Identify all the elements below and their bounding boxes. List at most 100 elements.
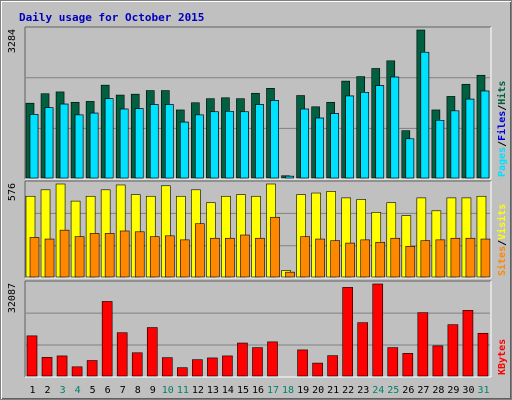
- visits-panel-max-label: 576: [7, 183, 18, 201]
- x-tick-day-27: 27: [417, 385, 429, 396]
- bar-kbytes-day-31: [477, 332, 489, 377]
- bar-sites-day-1: [29, 237, 40, 278]
- bar-sites-day-30: [465, 237, 476, 278]
- bar-sites-day-13: [210, 237, 220, 278]
- bar-kbytes-day-23: [357, 322, 369, 377]
- bar-sites-day-28: [435, 239, 446, 278]
- x-tick-day-28: 28: [432, 385, 444, 396]
- x-tick-day-6: 6: [105, 385, 111, 396]
- bar-sites-day-7: [119, 230, 130, 278]
- bar-sites-day-21: [330, 240, 340, 278]
- visits-panel-legend: Sites/Visits: [496, 204, 508, 276]
- bar-kbytes-day-2: [41, 357, 53, 377]
- x-tick-day-4: 4: [75, 385, 81, 396]
- visits-panel-legend-part-2: Visits: [496, 204, 508, 240]
- bar-pages-day-21: [330, 113, 339, 179]
- bar-sites-day-18: [285, 271, 295, 278]
- kbytes-panel-legend: KBytes: [497, 339, 508, 375]
- x-tick-day-7: 7: [120, 385, 126, 396]
- bar-sites-day-9: [149, 236, 160, 278]
- bar-kbytes-day-15: [237, 342, 248, 377]
- bar-kbytes-day-24: [372, 283, 384, 377]
- bar-sites-day-5: [89, 233, 100, 278]
- x-tick-day-24: 24: [372, 385, 384, 396]
- x-tick-day-23: 23: [357, 385, 369, 396]
- x-tick-day-5: 5: [90, 385, 96, 396]
- bar-sites-day-12: [195, 223, 205, 278]
- bar-pages-day-31: [480, 90, 490, 179]
- visits-panel-legend-part-1: /: [497, 240, 508, 246]
- x-tick-day-17: 17: [267, 385, 279, 396]
- bar-kbytes-day-30: [462, 310, 474, 377]
- bar-pages-day-13: [210, 111, 219, 179]
- bar-sites-day-22: [345, 242, 355, 278]
- visits-panel-legend-part-0: Sites: [496, 246, 508, 276]
- hits-panel-legend-part-1: /: [497, 141, 508, 147]
- bar-pages-day-5: [89, 112, 99, 179]
- bar-sites-day-19: [300, 236, 310, 278]
- bar-sites-day-27: [420, 240, 431, 278]
- bar-pages-day-12: [195, 114, 204, 179]
- x-tick-day-1: 1: [30, 385, 36, 396]
- bar-pages-day-23: [360, 92, 370, 179]
- x-tick-day-10: 10: [162, 385, 174, 396]
- x-tick-day-18: 18: [282, 385, 294, 396]
- bar-kbytes-day-11: [177, 367, 188, 377]
- x-tick-day-2: 2: [45, 385, 51, 396]
- bar-pages-day-20: [315, 117, 324, 179]
- bar-kbytes-day-14: [222, 355, 233, 377]
- bar-kbytes-day-12: [192, 359, 203, 377]
- bar-pages-day-22: [345, 95, 354, 179]
- bar-kbytes-day-9: [146, 327, 158, 377]
- bar-pages-day-26: [405, 138, 415, 179]
- bar-sites-day-31: [480, 238, 491, 278]
- x-tick-day-13: 13: [207, 385, 219, 396]
- bar-kbytes-day-16: [252, 347, 263, 377]
- kbytes-panel-legend-part-0: KBytes: [497, 339, 508, 375]
- bar-pages-day-19: [300, 108, 309, 179]
- x-tick-day-26: 26: [402, 385, 414, 396]
- chart-panels: 3284Pages/Files/Hits576Sites/Visits32087…: [7, 26, 508, 396]
- bar-kbytes-day-5: [86, 360, 98, 377]
- bar-pages-day-16: [255, 104, 264, 179]
- bar-pages-day-25: [390, 76, 400, 179]
- x-tick-day-9: 9: [150, 385, 156, 396]
- bar-kbytes-day-4: [71, 366, 83, 377]
- bar-sites-day-4: [74, 236, 85, 278]
- bar-sites-day-24: [375, 241, 386, 278]
- bar-sites-day-3: [59, 229, 70, 278]
- x-tick-day-30: 30: [462, 385, 474, 396]
- bar-pages-day-3: [59, 103, 69, 179]
- x-tick-day-29: 29: [447, 385, 459, 396]
- bar-sites-day-17: [270, 216, 280, 278]
- bar-pages-day-8: [134, 108, 144, 179]
- bar-sites-day-23: [360, 239, 371, 278]
- bar-kbytes-day-1: [26, 335, 38, 377]
- bar-kbytes-day-7: [116, 332, 128, 377]
- bar-sites-day-8: [134, 231, 145, 278]
- bar-pages-day-4: [74, 114, 84, 179]
- x-tick-day-19: 19: [297, 385, 309, 396]
- bar-kbytes-day-19: [297, 349, 308, 377]
- x-tick-day-21: 21: [327, 385, 339, 396]
- bar-kbytes-day-22: [342, 287, 353, 377]
- bar-pages-day-15: [240, 111, 249, 179]
- bar-pages-day-11: [180, 121, 189, 179]
- bar-sites-day-6: [104, 233, 115, 278]
- x-tick-day-22: 22: [342, 385, 354, 396]
- bar-pages-day-1: [29, 114, 39, 179]
- bar-pages-day-24: [375, 85, 385, 179]
- bar-pages-day-2: [44, 107, 54, 179]
- bar-kbytes-day-10: [161, 357, 173, 377]
- bar-sites-day-29: [450, 237, 461, 278]
- bar-kbytes-day-3: [56, 355, 68, 377]
- bar-pages-day-6: [104, 98, 114, 179]
- bar-kbytes-day-21: [327, 355, 338, 377]
- bar-pages-day-17: [270, 100, 279, 179]
- bar-sites-day-16: [255, 237, 265, 278]
- bar-kbytes-day-27: [417, 312, 429, 377]
- bar-kbytes-day-25: [387, 347, 399, 377]
- bar-sites-day-25: [390, 237, 401, 278]
